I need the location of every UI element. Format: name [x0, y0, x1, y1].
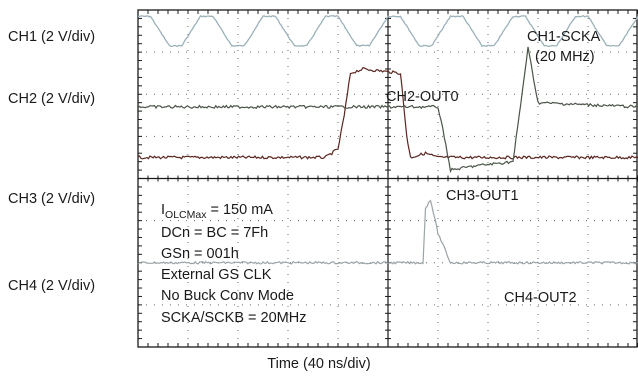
condition-sck: SCKA/SCKB = 20MHz [161, 310, 306, 326]
ch1-frequency-label: (20 MHz) [535, 49, 595, 65]
ch3-scale-label: CH3 (2 V/div) [8, 191, 96, 207]
scope-traces [137, 14, 638, 265]
condition-buck-mode: No Buck Conv Mode [161, 288, 294, 304]
time-axis-label: Time (40 ns/div) [267, 356, 371, 372]
ch3-trace-label: CH3-OUT1 [446, 188, 519, 204]
condition-current-value: = 150 mA [206, 202, 273, 218]
ch1-trace-label: CH1-SCKA [527, 29, 601, 45]
ch1-scale-label: CH1 (2 V/div) [8, 29, 96, 45]
ch2-scale-label: CH2 (2 V/div) [8, 91, 96, 107]
condition-current-subscript: OLCMax [165, 209, 207, 221]
condition-dcn: DCn = BC = 7Fh [161, 225, 268, 241]
ch2-trace-label: CH2-OUT0 [386, 89, 459, 105]
ch4-scale-label: CH4 (2 V/div) [8, 278, 96, 294]
trace-ch1-scka [137, 14, 638, 48]
trace-ch3-out1 [137, 199, 638, 265]
trace-ch4-out2 [137, 46, 638, 174]
scope-annotations: CH1-SCKA (20 MHz) CH2-OUT0 CH3-OUT1 CH4-… [161, 29, 601, 326]
condition-gs-clk: External GS CLK [161, 267, 272, 283]
ch4-trace-label: CH4-OUT2 [504, 290, 577, 306]
condition-current-symbol: I [161, 202, 165, 218]
trace-ch2-out0 [137, 66, 638, 160]
condition-current: IOLCMax = 150 mA [161, 202, 273, 221]
condition-gsn: GSn = 001h [161, 246, 239, 262]
